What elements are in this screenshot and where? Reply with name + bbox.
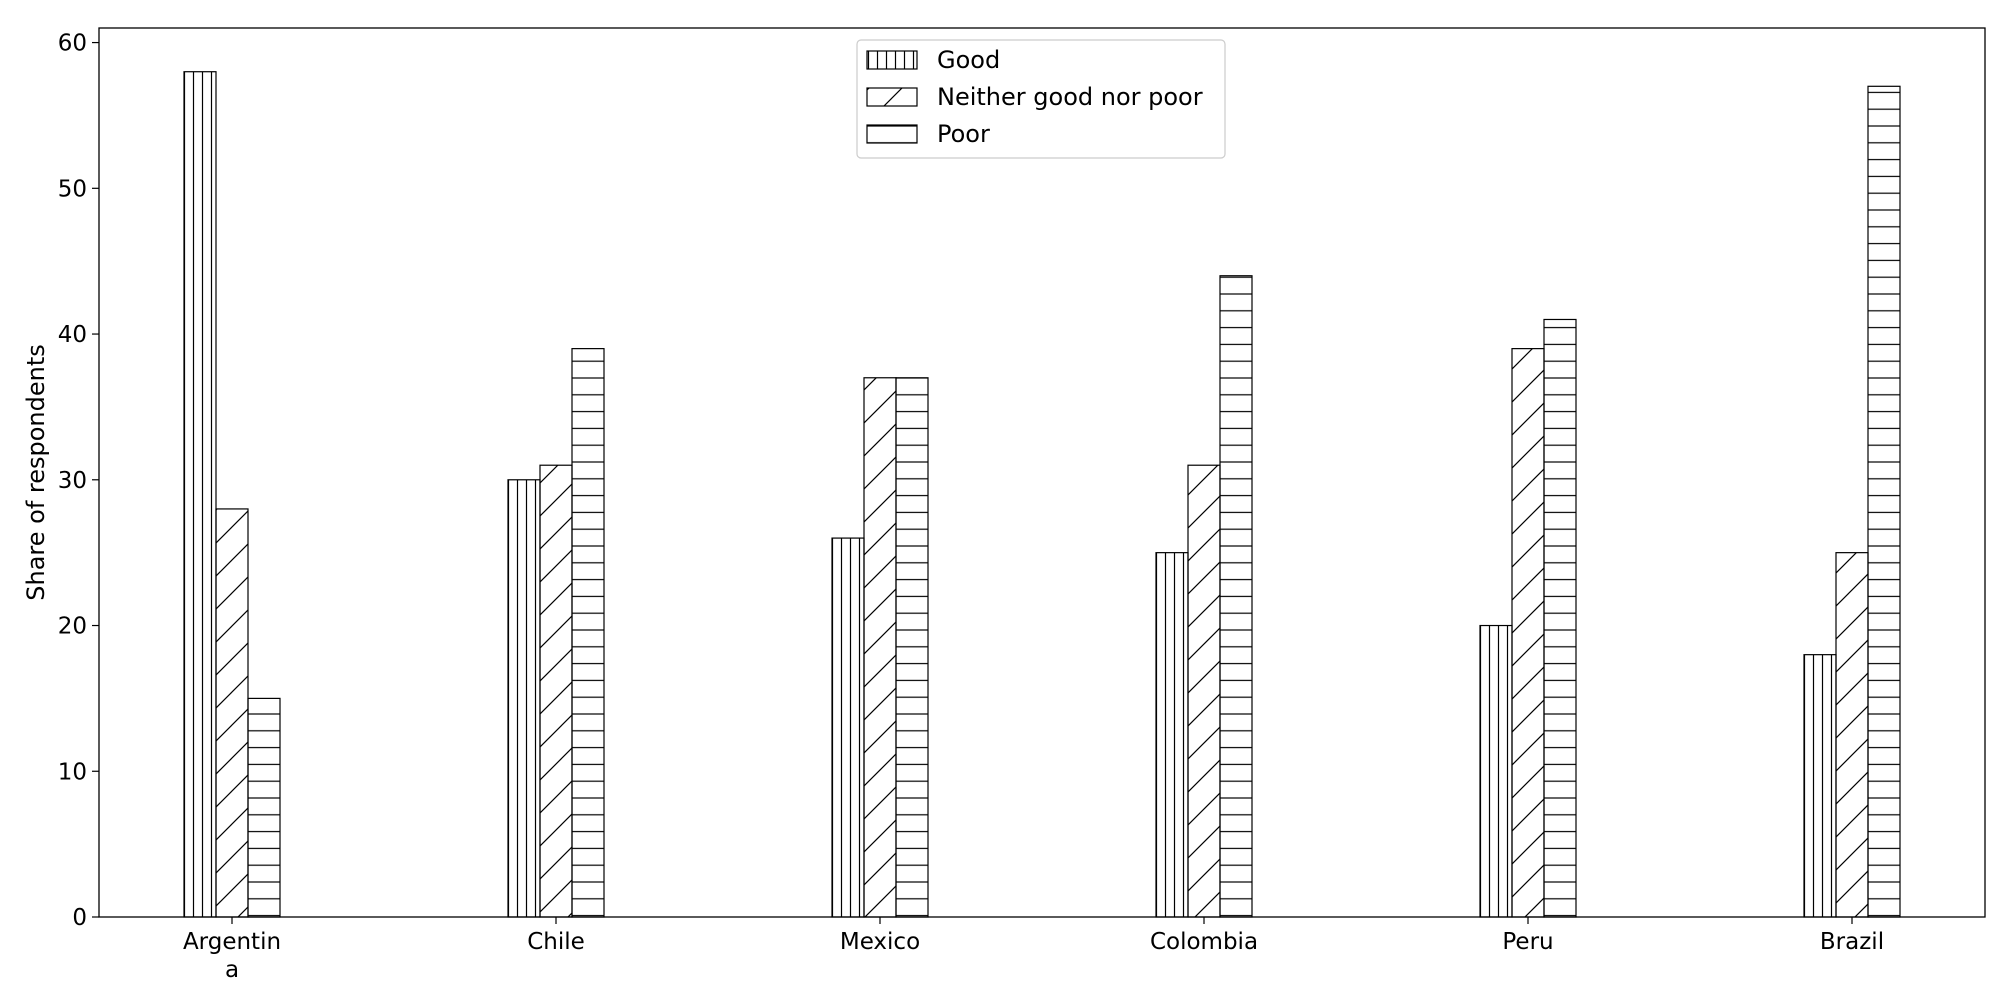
x-tick-label: Colombia: [1150, 929, 1258, 955]
legend-label: Good: [937, 46, 1000, 74]
bars-layer: [183, 71, 1901, 918]
bar-colombia-good: [1155, 552, 1189, 918]
bar-colombia-neither-good-nor-poor: [1187, 464, 1221, 918]
bar-argentina-neither-good-nor-poor: [215, 508, 249, 918]
bar-peru-good: [1479, 624, 1513, 918]
bar-brazil-neither-good-nor-poor: [1835, 552, 1869, 918]
bar-mexico-poor: [895, 377, 929, 918]
y-axis-label: Share of respondents: [22, 344, 50, 601]
y-tick-label: 20: [58, 614, 87, 640]
bar-chile-neither-good-nor-poor: [539, 464, 573, 918]
y-tick-label: 10: [58, 759, 87, 785]
bar-peru-neither-good-nor-poor: [1511, 348, 1545, 918]
legend: Good Neither good nor poor Poor: [856, 39, 1226, 159]
bar-peru-poor: [1543, 318, 1577, 918]
y-tick-label: 0: [72, 905, 87, 931]
y-tick-label: 40: [58, 322, 87, 348]
x-tick-label: Brazil: [1820, 929, 1884, 955]
plot-frame: [98, 27, 1986, 918]
legend-label: Poor: [937, 120, 990, 148]
y-tick-label: 30: [58, 468, 87, 494]
bar-argentina-poor: [247, 697, 281, 918]
bar-brazil-poor: [1867, 85, 1901, 918]
x-tick-label: Mexico: [840, 929, 920, 955]
x-axis: Argentin a Chile Mexico Colombia Peru Brazil: [183, 917, 1884, 983]
bar-chile-poor: [571, 348, 605, 918]
x-tick-label: Argentin a: [183, 929, 281, 983]
legend-box: [856, 39, 1226, 159]
legend-swatch: [866, 87, 918, 107]
legend-swatch: [866, 50, 918, 70]
x-tick-label: Chile: [527, 929, 585, 955]
y-tick-label: 50: [58, 176, 87, 202]
bar-colombia-poor: [1219, 275, 1253, 918]
legend-label: Neither good nor poor: [937, 83, 1203, 111]
legend-swatch: [866, 124, 918, 144]
y-axis: 0 10 20 30 40 50 60: [58, 31, 99, 931]
bar-chile-good: [507, 479, 541, 918]
x-tick-label: Peru: [1502, 929, 1553, 955]
bar-brazil-good: [1803, 654, 1837, 918]
bar-argentina-good: [183, 71, 217, 918]
y-tick-label: 60: [58, 31, 87, 57]
bar-mexico-neither-good-nor-poor: [863, 377, 897, 918]
bar-mexico-good: [831, 537, 865, 918]
